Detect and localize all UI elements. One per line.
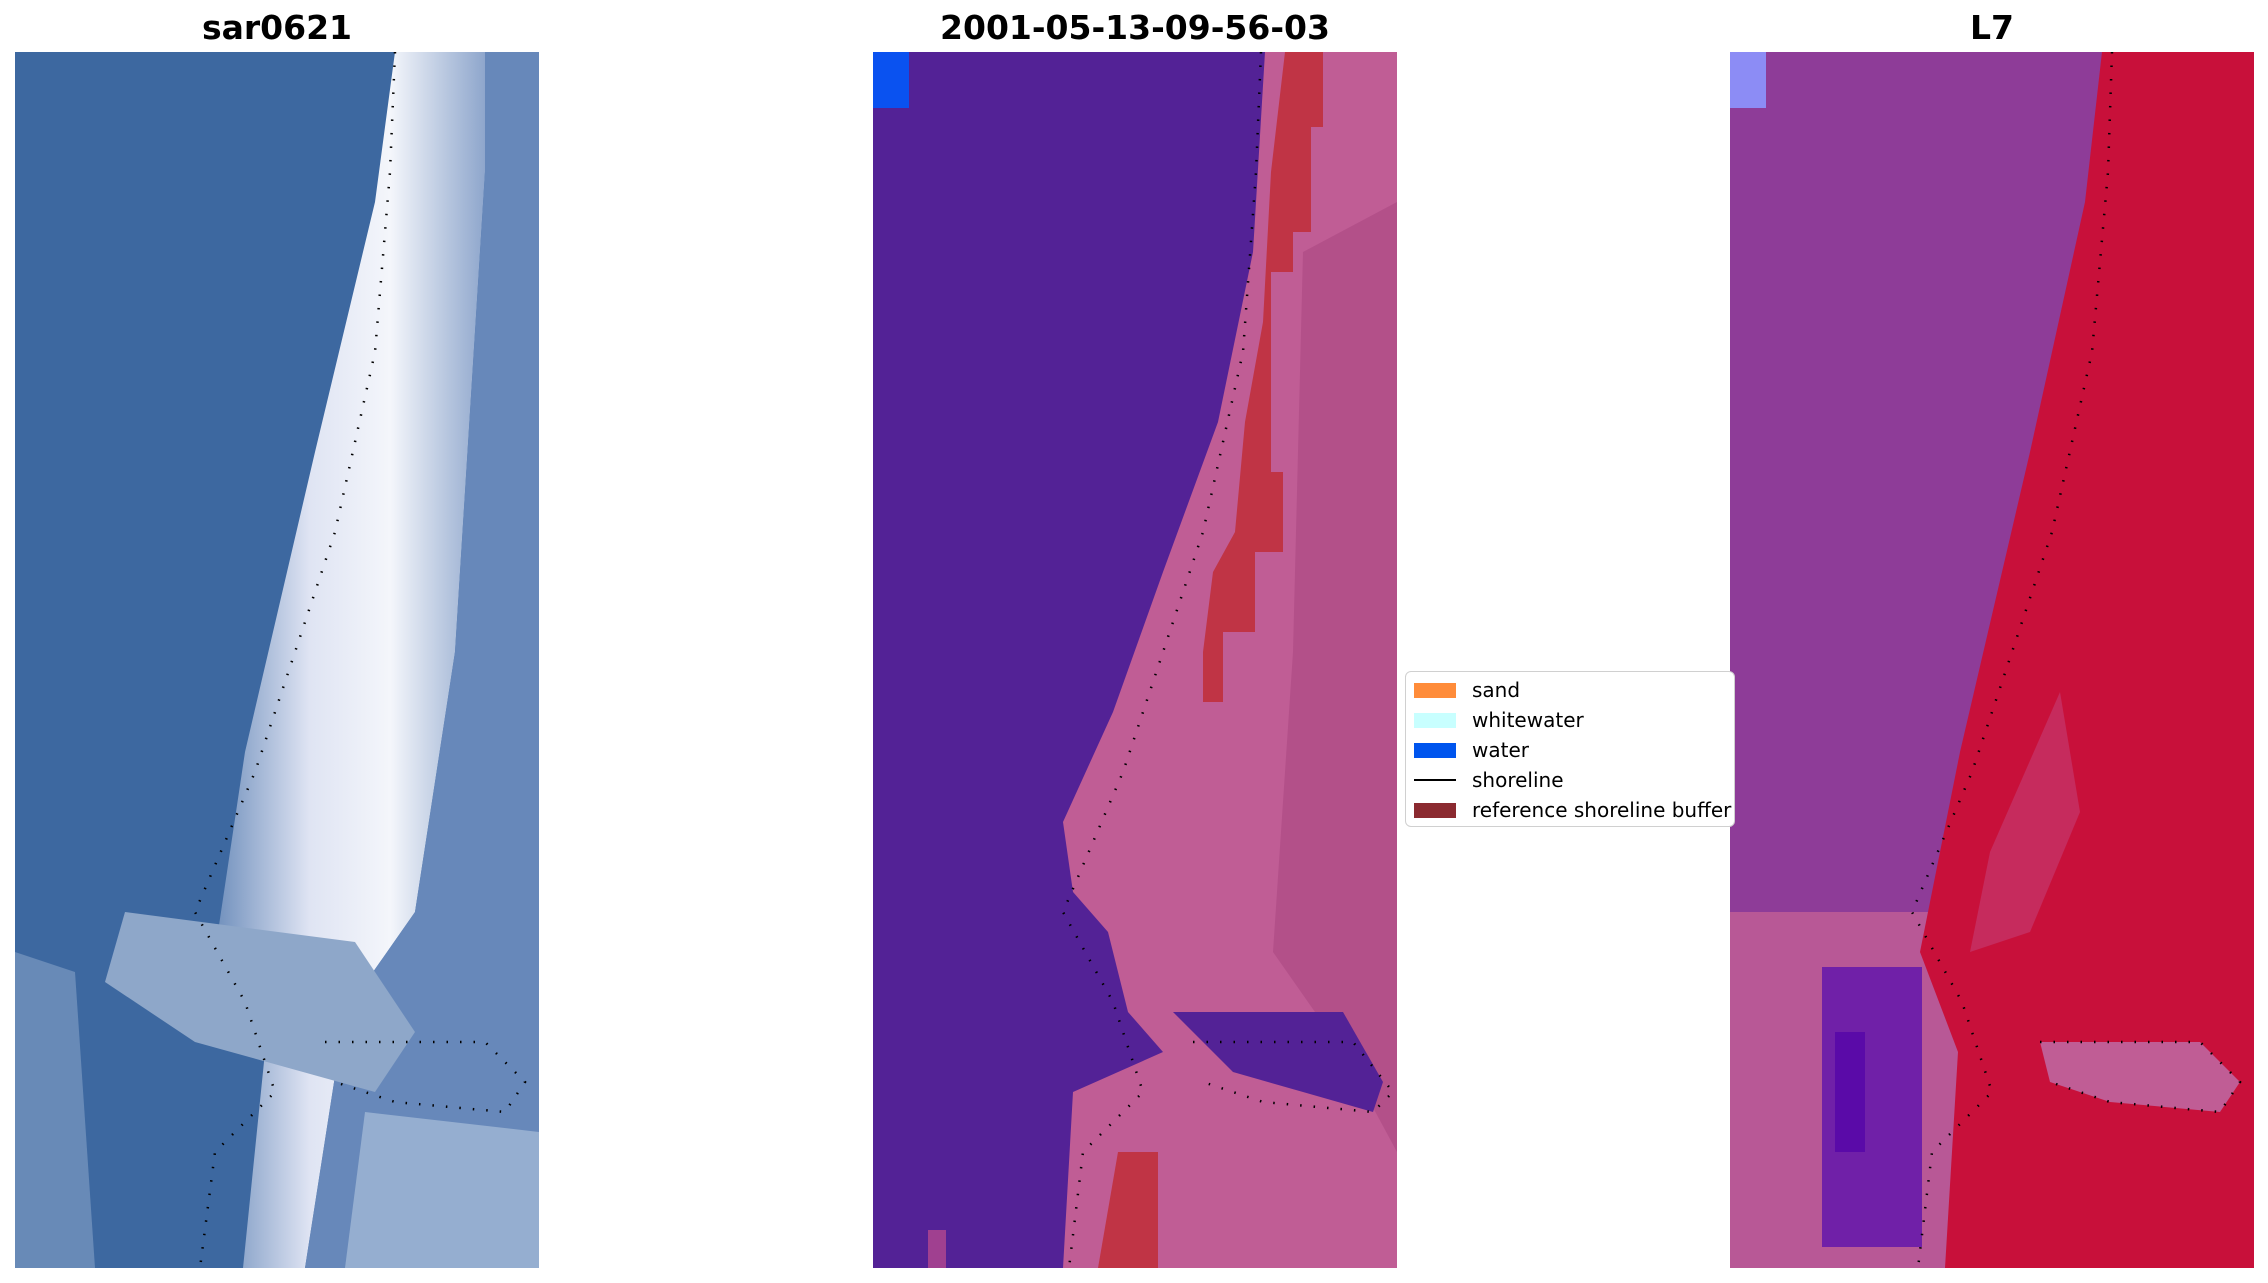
legend-label-water: water [1472, 738, 1529, 762]
water-swatch [1414, 742, 1456, 758]
classified-image-panel [873, 52, 1397, 1268]
shoreline-line-swatch [1414, 779, 1456, 781]
rgb-image-panel [15, 52, 539, 1268]
legend: sand whitewater water shoreline referenc… [1405, 671, 1735, 827]
legend-item-shoreline: shoreline [1414, 765, 1564, 795]
whitewater-swatch [1414, 712, 1456, 728]
legend-label-shoreline: shoreline [1472, 768, 1564, 792]
index-image-panel [1730, 52, 2254, 1268]
legend-label-whitewater: whitewater [1472, 708, 1584, 732]
legend-item-sand: sand [1414, 675, 1520, 705]
sand-swatch [1414, 682, 1456, 698]
legend-item-whitewater: whitewater [1414, 705, 1584, 735]
legend-item-reference-buffer: reference shoreline buffer [1414, 795, 1731, 825]
legend-label-reference-buffer: reference shoreline buffer [1472, 798, 1732, 822]
panel-title-index: L7 [1970, 8, 2014, 47]
classified-water-patch [873, 52, 909, 108]
legend-label-sand: sand [1472, 678, 1521, 702]
classified-buffer-strip [1203, 52, 1323, 702]
panel-title-classified: 2001-05-13-09-56-03 [940, 8, 1330, 47]
legend-item-water: water [1414, 735, 1529, 765]
panel-title-rgb: sar0621 [201, 8, 353, 47]
reference-buffer-swatch [1414, 802, 1456, 818]
index-land-region [1920, 52, 2254, 1268]
